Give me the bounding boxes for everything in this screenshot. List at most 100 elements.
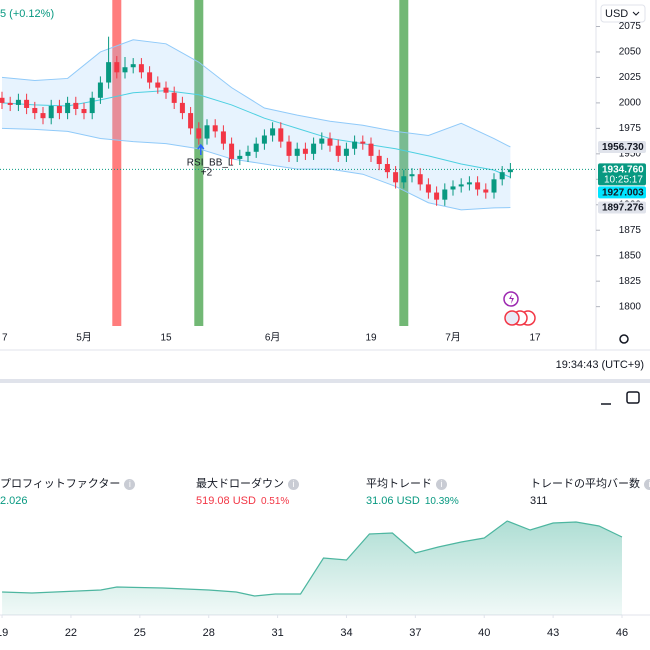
candle-body [360, 141, 366, 144]
y-tick-label: 2000 [619, 98, 642, 109]
candle-body [384, 164, 390, 173]
candle-body [89, 97, 95, 114]
candle-body [302, 148, 308, 154]
x-tick-label: 19 [0, 627, 8, 639]
info-icon[interactable]: i [436, 478, 447, 490]
stat-value-text: 519.08 USD [196, 495, 256, 507]
x-tick-label: 22 [65, 627, 77, 639]
x-tick-label: 40 [478, 627, 490, 639]
candle-body [32, 107, 38, 114]
stat-value: 311 [530, 493, 650, 510]
band-upper [1, 39, 511, 148]
candle-body [434, 192, 440, 200]
maximize-icon[interactable] [626, 391, 640, 404]
stat-percent: 10.39% [424, 496, 459, 507]
equity-line [2, 520, 623, 597]
candle-body [425, 184, 431, 193]
candle-body [0, 97, 5, 103]
price-tag [598, 201, 646, 214]
candle-body [393, 172, 399, 183]
candle-body [294, 148, 300, 156]
x-tick-label: 37 [409, 627, 421, 639]
stat-percent: 0.51% [260, 496, 290, 507]
candle-body [261, 135, 267, 144]
stat: 最大ドローダウン i 519.08 USD 0.51% [196, 476, 299, 510]
stat-label: プロフィットファクター i [0, 476, 136, 493]
x-tick-label: 31 [271, 627, 283, 639]
y-tick-label: 1875 [619, 225, 642, 236]
x-tick-label: 19 [365, 333, 377, 344]
x-tick-label: 28 [203, 627, 215, 639]
candle-body [40, 113, 46, 119]
x-tick-label: 25 [134, 627, 146, 639]
price-change: 5 (+0.12%) [0, 8, 54, 20]
candle-body [450, 186, 456, 190]
info-icon[interactable]: i [124, 478, 136, 490]
price-tag [598, 163, 646, 186]
stat-label: トレードの平均バー数 i [530, 476, 650, 493]
signal-strip [399, 0, 409, 326]
y-tick-label: 1950 [619, 148, 642, 159]
stats-row: プロフィットファクター i 2.026 最大ドローダウン i 519.08 USD 0.51… [0, 476, 650, 510]
candle-body [368, 143, 374, 156]
info-icon[interactable]: i [288, 478, 299, 490]
candle-body [188, 113, 194, 129]
settings-icon[interactable] [619, 334, 629, 344]
y-tick-label: 2050 [619, 47, 642, 58]
x-tick-label: 6月 [265, 332, 281, 344]
candle-body [155, 82, 161, 88]
stat-label-text: プロフィットファクター [0, 478, 121, 490]
band-middle [1, 90, 511, 178]
x-tick-label: 5月 [76, 332, 92, 344]
us-event-1[interactable] [504, 310, 520, 326]
candle-body [196, 128, 202, 139]
candle-body [106, 62, 112, 83]
y-tick-label: 1825 [619, 276, 642, 287]
info-icon[interactable]: i [644, 478, 650, 490]
y-tick-label: 2075 [619, 21, 642, 32]
event-bolt [509, 294, 514, 304]
candle-body [179, 102, 185, 114]
candle-body [483, 189, 489, 193]
candle-body [401, 176, 407, 183]
stat: 平均トレード i 31.06 USD 10.39% [366, 476, 459, 510]
stat: トレードの平均バー数 i 311 [530, 476, 650, 510]
candle-body [442, 189, 448, 200]
candle-body [73, 102, 79, 110]
candle-body [417, 174, 423, 185]
currency-button[interactable] [600, 4, 646, 23]
candle-body [24, 99, 30, 108]
band-fill [2, 39, 511, 210]
candle-body [466, 182, 472, 185]
x-tick-label: 46 [616, 627, 628, 639]
candle-body [376, 155, 382, 165]
stat: プロフィットファクター i 2.026 [0, 476, 136, 510]
candle-body [319, 138, 325, 144]
price-tag-label: 1897.276 [602, 203, 644, 214]
candle-body [163, 87, 169, 93]
candle-body [130, 64, 136, 68]
candle-body [229, 143, 235, 159]
candle-body [327, 138, 333, 146]
candle-body [97, 82, 103, 98]
currency: USD [605, 8, 628, 20]
currency-caret [632, 11, 640, 16]
price-tag-label: 1934.760 [602, 164, 644, 175]
candle-body [491, 179, 497, 193]
candle-body [245, 151, 251, 156]
candle-body [204, 125, 210, 139]
candle-body [220, 131, 226, 144]
candle-body [122, 67, 128, 73]
signal-arrow [197, 143, 205, 155]
candle-body [65, 102, 71, 114]
price-tag-label: 1927.003 [602, 187, 644, 198]
candle-body [458, 184, 464, 187]
candle-body [335, 145, 341, 156]
stat-value-text: 311 [530, 495, 548, 507]
stat-label: 平均トレード i [366, 476, 459, 493]
stat-label-text: 最大ドローダウン [196, 478, 284, 490]
candle-body [237, 155, 243, 159]
candle-body [311, 143, 317, 154]
